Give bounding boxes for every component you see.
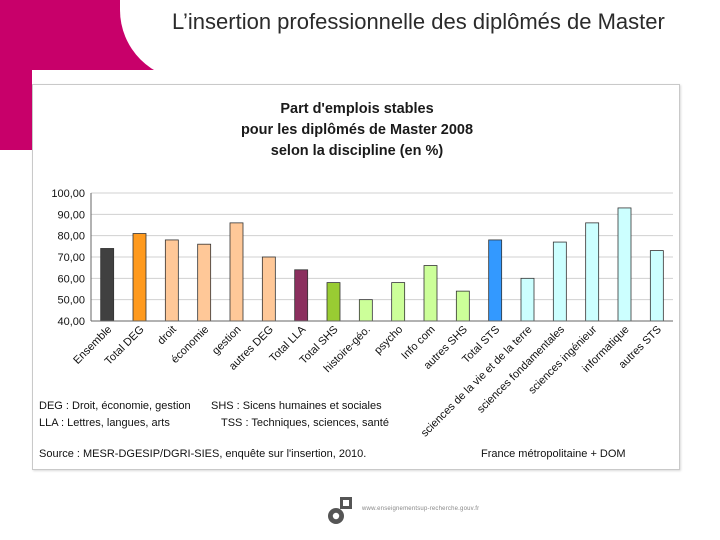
source-note: Source : MESR-DGESIP/DGRI-SIES, enquête … <box>39 448 366 460</box>
region-note: France métropolitaine + DOM <box>481 448 626 460</box>
y-tick-label: 50,00 <box>57 295 85 307</box>
legend-note-shs: SHS : Sicens humaines et sociales <box>211 400 382 412</box>
y-tick-label: 80,00 <box>57 231 85 243</box>
ministry-logo-icon <box>328 497 352 524</box>
bar <box>585 222 600 322</box>
bar <box>132 233 147 322</box>
bar <box>520 277 535 322</box>
bar <box>358 299 373 322</box>
left-accent-band <box>0 0 32 150</box>
bars <box>100 207 664 322</box>
slide-title: L’insertion professionnelle des diplômés… <box>172 9 665 34</box>
chart-title-line-3: selon la discipline (en %) <box>271 143 444 159</box>
y-tick-label: 100,00 <box>51 188 85 200</box>
bar <box>617 207 632 322</box>
bar-chart: Part d'emplois stables pour les diplômés… <box>39 101 673 460</box>
bar <box>197 243 212 322</box>
y-tick-label: 90,00 <box>57 209 85 221</box>
footer-url: www.enseignementsup-recherche.gouv.fr <box>362 506 480 512</box>
chart-title-line-2: pour les diplômés de Master 2008 <box>241 122 473 138</box>
legend-note-lla: LLA : Lettres, langues, arts <box>39 417 170 429</box>
bar <box>552 241 567 322</box>
header-white-shape <box>120 0 720 80</box>
bar <box>391 282 406 322</box>
bar <box>229 222 244 322</box>
bar <box>423 265 438 322</box>
bar <box>164 239 179 322</box>
bar <box>649 250 664 322</box>
y-axis-tick-labels: 40,00 50,00 60,00 70,00 80,00 90,00 100,00 <box>51 188 85 328</box>
chart-title-line-1: Part d'emplois stables <box>280 101 433 117</box>
y-tick-label: 40,00 <box>57 316 85 328</box>
bar <box>100 248 115 322</box>
y-tick-label: 70,00 <box>57 252 85 264</box>
legend-note-deg: DEG : Droit, économie, gestion <box>39 400 191 412</box>
legend-note-tss: TSS : Techniques, sciences, santé <box>221 417 389 429</box>
bar <box>326 282 341 322</box>
bar <box>294 269 309 322</box>
bar <box>261 256 276 322</box>
bar <box>488 239 503 322</box>
x-category-label: droit <box>155 324 179 348</box>
chart-frame: Part d'emplois stables pour les diplômés… <box>32 84 680 470</box>
y-tick-label: 60,00 <box>57 273 85 285</box>
bar <box>455 290 470 322</box>
